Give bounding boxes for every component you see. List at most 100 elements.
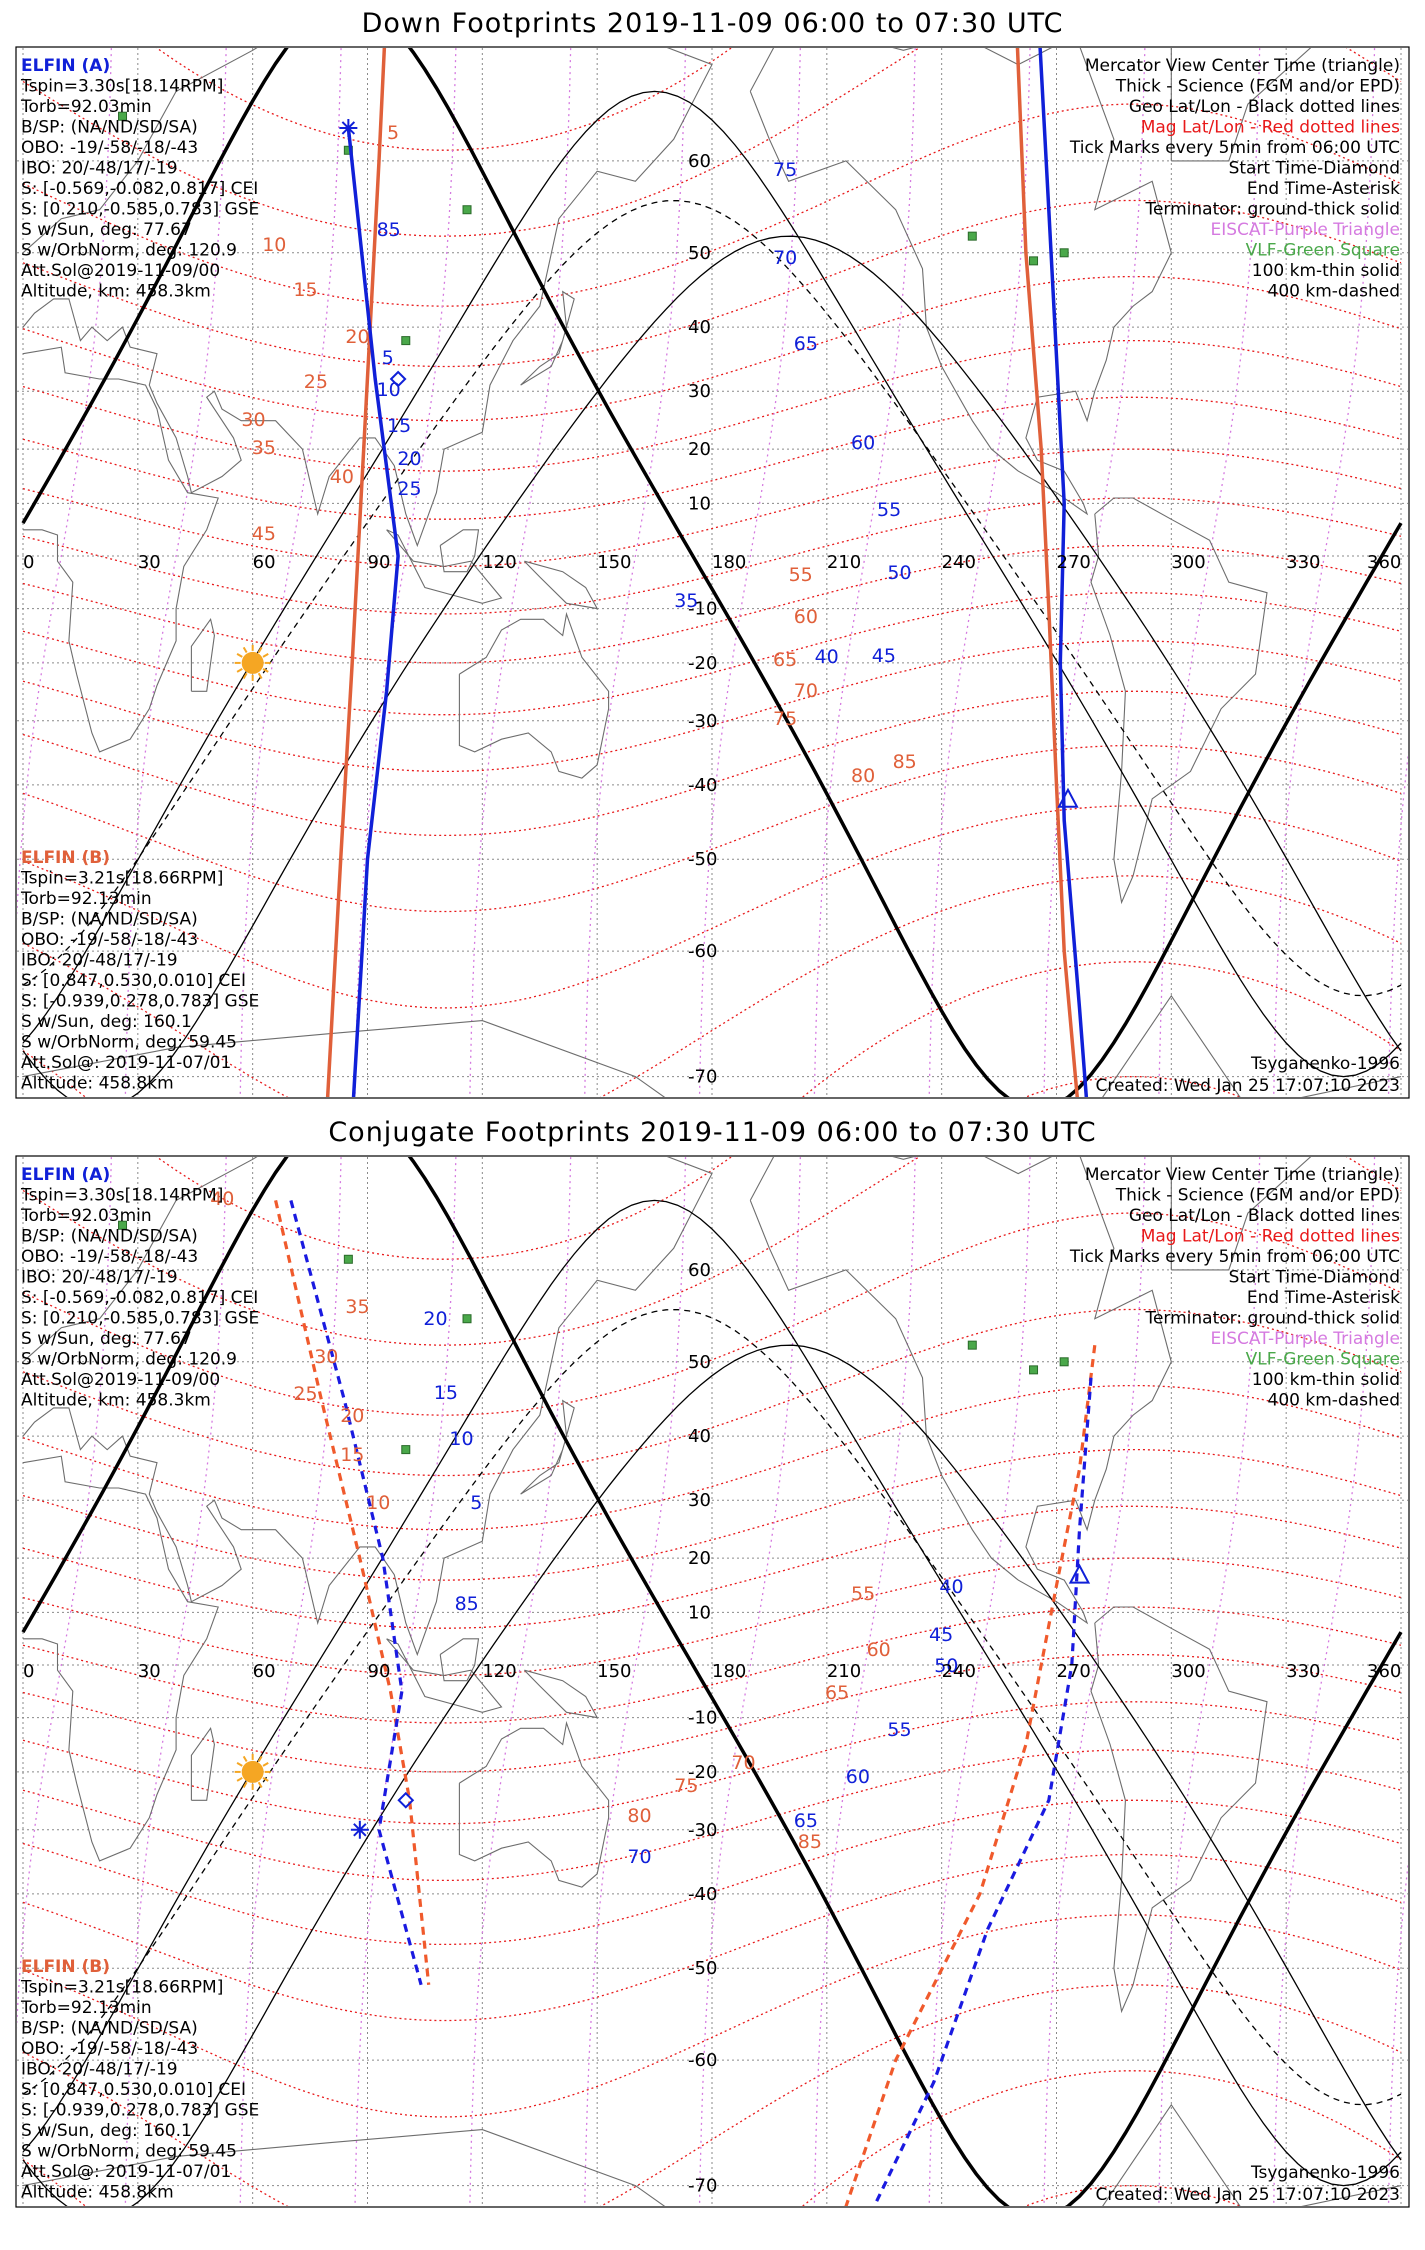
terminator-400km [22, 1308, 1402, 2106]
track-b-time-label: 75 [773, 708, 797, 730]
elfin-a-info-line: S w/OrbNorm, deg: 120.9 [21, 241, 237, 261]
track-b-time-label: 65 [773, 649, 797, 671]
track-b-time-label: 30 [314, 1346, 338, 1368]
map-down-footprints: 5 10 15 20 25 30 35 40 45 55 60 65 70 75 80 85 85 5 10 15 20… [15, 46, 1410, 1099]
created-timestamp: Created: Wed Jan 25 17:07:10 2023 [1095, 1076, 1400, 1096]
mag-latitude-line [22, 875, 1402, 1097]
mag-latitude-line [22, 961, 1402, 1097]
mag-latitude-line [22, 640, 1402, 773]
sun-ray [242, 1755, 248, 1763]
sun-ray [242, 672, 248, 680]
x-tick-label: 90 [368, 552, 391, 573]
elfin-b-info-line: OBO: -19/-58/-18/-43 [21, 930, 198, 950]
legend-item: Tick Marks every 5min from 06:00 UTC [1069, 138, 1400, 158]
legend-item: 400 km-dashed [1268, 1391, 1400, 1411]
sun-ray [262, 668, 269, 673]
sun-ray [257, 1755, 263, 1763]
mag-meridian-line [1273, 1157, 1376, 2206]
legend-item: Geo Lat/Lon - Black dotted lines [1129, 1206, 1400, 1226]
legend-item: End Time-Asterisk [1247, 1288, 1400, 1308]
y-tick-label: -60 [688, 2050, 717, 2071]
track-a-time-label: 40 [815, 646, 839, 668]
elfin-b-info-line: IBO: 20/-48/17/-19 [21, 2060, 178, 2080]
y-tick-label: -30 [688, 1820, 717, 1841]
legend-item: Mag Lat/Lon - Red dotted lines [1141, 118, 1400, 138]
mag-latitude-line [22, 1853, 1402, 2022]
coastline [520, 290, 575, 386]
elfin-b-heading: ELFIN (B) [21, 848, 110, 868]
track-a-time-label: 45 [872, 645, 896, 667]
mag-meridian-line [17, 1157, 112, 2030]
coastline [22, 1157, 713, 1657]
legend-item: 100 km-thin solid [1252, 261, 1400, 281]
vlf-square-icon [343, 1254, 353, 1264]
mag-meridian-line [928, 1157, 1031, 2206]
elfin-b-info: ELFIN (B)Tspin=3.21s[18.66RPM]Torb=92.13… [20, 1957, 259, 2203]
sun-ray [257, 646, 263, 654]
track-a-time-label: 25 [397, 478, 421, 500]
elfin-a-info-line: Tspin=3.30s[18.14RPM] [20, 1186, 223, 1206]
x-tick-label: 210 [827, 552, 861, 573]
x-tick-label: 330 [1286, 1661, 1320, 1682]
mag-latitude-line [22, 1384, 1402, 1531]
legend-item: Mag Lat/Lon - Red dotted lines [1141, 1227, 1400, 1247]
vlf-square-icon [1029, 256, 1039, 266]
elfin-b-info-line: Altitude: 458.8km [21, 1074, 174, 1094]
y-tick-label: -50 [688, 1958, 717, 1979]
map-content: 5 10 15 20 25 30 35 40 45 55 60 65 70 75 80 85 85 5 10 15 20… [17, 48, 1408, 1097]
legend-item: Start Time-Diamond [1229, 1268, 1400, 1288]
x-tick-label: 120 [482, 552, 516, 573]
coastline [386, 1638, 503, 1713]
x-tick-label: 30 [138, 552, 161, 573]
x-tick-label: 300 [1171, 552, 1205, 573]
elfin-a-info-line: Altitude, km: 458.3km [21, 282, 211, 302]
mag-latitude-line [22, 448, 1402, 568]
elfin-a-info-line: S: [-0.569,-0.082,0.817] CEI [21, 1288, 258, 1308]
coastline [1090, 1606, 1268, 2014]
track-a-time-label: 60 [846, 1766, 870, 1788]
elfin-b-info-line: B/SP: (NA/ND/SD/SA) [21, 910, 198, 930]
legend-item: EISCAT-Purple Triangle [1210, 1329, 1400, 1349]
track-b-time-label: 85 [798, 1831, 822, 1853]
sun-ray [257, 672, 263, 680]
track-a-time-label: 10 [449, 1428, 473, 1450]
mag-latitude-line [22, 744, 1402, 913]
x-tick-label: 60 [253, 1661, 276, 1682]
created-timestamp: Created: Wed Jan 25 17:07:10 2023 [1095, 2185, 1400, 2205]
y-tick-label: 20 [688, 1548, 711, 1569]
track-b-time-label: 40 [210, 1188, 234, 1210]
sun-disc [241, 651, 264, 674]
elfin-b-info-line: S: [0.847,0.530,0.010] CEI [21, 2080, 246, 2100]
mag-latitude-line [22, 690, 1402, 837]
x-tick-label: 240 [942, 1661, 976, 1682]
legend-item: Mercator View Center Time (triangle) [1085, 56, 1400, 76]
track-a-time-label: 15 [387, 415, 411, 437]
track-b-time-label: 55 [789, 564, 813, 586]
mag-latitude-line [155, 1157, 733, 1260]
track-b-time-label: 5 [387, 122, 399, 144]
coastline [22, 346, 219, 753]
elfin-a-info-line: OBO: -19/-58/-18/-43 [21, 1247, 198, 1267]
coastline [439, 529, 480, 573]
mag-latitude-line [22, 1557, 1402, 1677]
x-tick-label: 360 [1367, 1661, 1401, 1682]
elfin-a-info-line: S: [0.210,-0.585,0.783] GSE [21, 200, 259, 220]
track-elfin-b [1015, 48, 1079, 1097]
elfin-a-info-line: Tspin=3.30s[18.14RPM] [20, 77, 223, 97]
sun-ray [236, 653, 243, 658]
sun-ray [236, 1777, 243, 1782]
elfin-b-info-line: S: [-0.939,0.278,0.783] GSE [21, 2101, 259, 2121]
x-tick-label: 330 [1286, 552, 1320, 573]
coastline [749, 1157, 1172, 1625]
mag-latitude-line [22, 592, 1402, 716]
coastline [22, 994, 1402, 1097]
coastline [520, 1399, 575, 1495]
track-b-time-label: 55 [851, 1583, 875, 1605]
vlf-square-icon [1029, 1365, 1039, 1375]
track-a-time-label: 70 [627, 1846, 651, 1868]
y-tick-label: -40 [688, 1884, 717, 1905]
coastline [190, 617, 215, 692]
track-b-time-label: 35 [345, 1296, 369, 1318]
elfin-b-info-line: B/SP: (NA/ND/SD/SA) [21, 2019, 198, 2039]
sun-ray [257, 1781, 263, 1789]
